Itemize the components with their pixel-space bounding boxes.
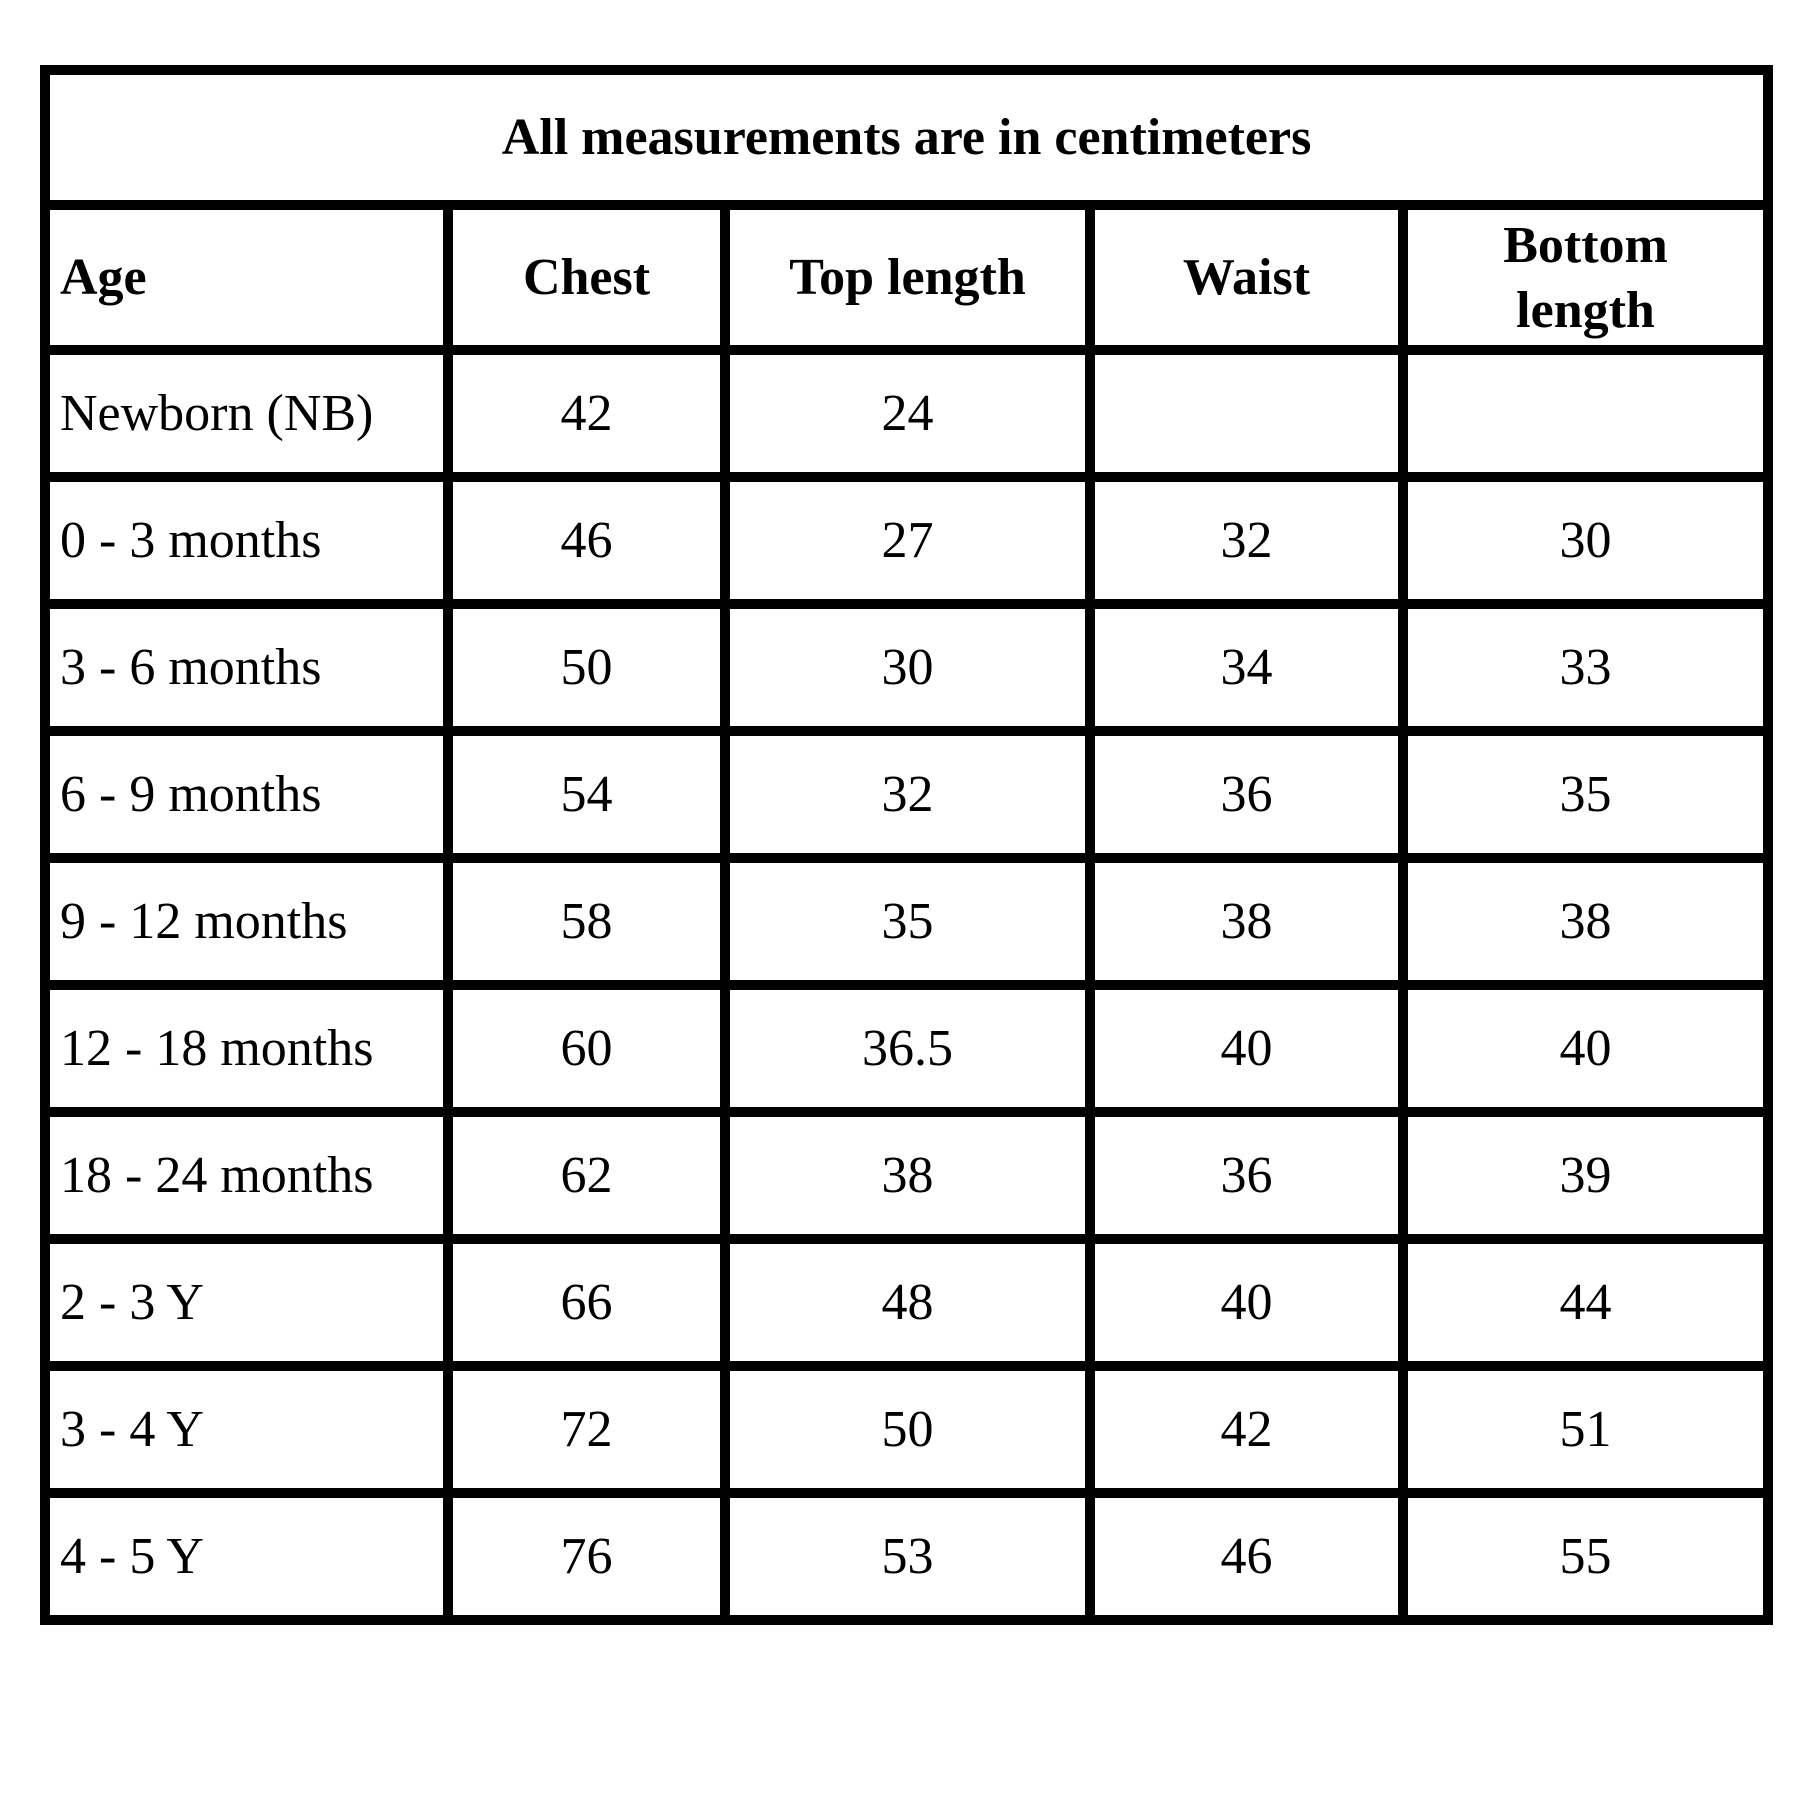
table-row-newborn: Newborn (NB) 42 24 [40, 345, 1774, 482]
bottom-length-cell: 44 [1397, 1234, 1774, 1371]
waist-cell: 36 [1085, 1107, 1408, 1244]
bottom-length-cell [1397, 345, 1774, 482]
waist-cell: 40 [1085, 980, 1408, 1117]
table-row-3-4-y: 3 - 4 Y 72 50 42 51 [40, 1361, 1774, 1498]
table-row-4-5-y: 4 - 5 Y 76 53 46 55 [40, 1488, 1774, 1625]
table-row-3-6-months: 3 - 6 months 50 30 34 33 [40, 599, 1774, 736]
column-header-bottom-length: Bottom length [1397, 200, 1774, 355]
top-length-cell: 53 [720, 1488, 1095, 1625]
table-header-row: Age Chest Top length Waist Bottom length [40, 200, 1774, 355]
column-header-top-length: Top length [720, 200, 1095, 355]
table-title-row: All measurements are in centimeters [39, 65, 1774, 210]
age-cell: 2 - 3 Y [40, 1234, 453, 1371]
bottom-length-cell: 39 [1397, 1107, 1774, 1244]
age-cell: Newborn (NB) [40, 345, 453, 482]
age-cell: 9 - 12 months [40, 853, 453, 990]
waist-cell: 42 [1085, 1361, 1408, 1498]
age-cell: 0 - 3 months [40, 472, 453, 609]
waist-cell: 34 [1085, 599, 1408, 736]
table-row-2-3-y: 2 - 3 Y 66 48 40 44 [40, 1234, 1774, 1371]
table-row-9-12-months: 9 - 12 months 58 35 38 38 [40, 853, 1774, 990]
bottom-length-cell: 38 [1397, 853, 1774, 990]
waist-cell: 38 [1085, 853, 1408, 990]
size-chart-table: All measurements are in centimeters Age … [39, 65, 1774, 1625]
top-length-cell: 38 [720, 1107, 1095, 1244]
waist-cell [1085, 345, 1408, 482]
chest-cell: 58 [443, 853, 730, 990]
top-length-cell: 27 [720, 472, 1095, 609]
table-row-6-9-months: 6 - 9 months 54 32 36 35 [40, 726, 1774, 863]
column-header-chest: Chest [443, 200, 730, 355]
bottom-length-cell: 33 [1397, 599, 1774, 736]
chest-cell: 76 [443, 1488, 730, 1625]
age-cell: 12 - 18 months [40, 980, 453, 1117]
bottom-length-cell: 30 [1397, 472, 1774, 609]
age-cell: 3 - 4 Y [40, 1361, 453, 1498]
column-header-bottom-length-label: Bottom length [1503, 216, 1668, 339]
waist-cell: 40 [1085, 1234, 1408, 1371]
table-row-18-24-months: 18 - 24 months 62 38 36 39 [40, 1107, 1774, 1244]
chest-cell: 46 [443, 472, 730, 609]
age-cell: 3 - 6 months [40, 599, 453, 736]
table-title: All measurements are in centimeters [39, 65, 1774, 210]
chest-cell: 54 [443, 726, 730, 863]
top-length-cell: 24 [720, 345, 1095, 482]
age-cell: 4 - 5 Y [40, 1488, 453, 1625]
chest-cell: 62 [443, 1107, 730, 1244]
waist-cell: 32 [1085, 472, 1408, 609]
age-cell: 6 - 9 months [40, 726, 453, 863]
bottom-length-cell: 51 [1397, 1361, 1774, 1498]
table-row-0-3-months: 0 - 3 months 46 27 32 30 [40, 472, 1774, 609]
waist-cell: 36 [1085, 726, 1408, 863]
bottom-length-cell: 35 [1397, 726, 1774, 863]
top-length-cell: 36.5 [720, 980, 1095, 1117]
column-header-age: Age [40, 200, 453, 355]
top-length-cell: 35 [720, 853, 1095, 990]
chest-cell: 72 [443, 1361, 730, 1498]
table-row-12-18-months: 12 - 18 months 60 36.5 40 40 [40, 980, 1774, 1117]
bottom-length-cell: 40 [1397, 980, 1774, 1117]
age-cell: 18 - 24 months [40, 1107, 453, 1244]
chest-cell: 60 [443, 980, 730, 1117]
top-length-cell: 30 [720, 599, 1095, 736]
top-length-cell: 32 [720, 726, 1095, 863]
bottom-length-cell: 55 [1397, 1488, 1774, 1625]
chest-cell: 66 [443, 1234, 730, 1371]
column-header-waist: Waist [1085, 200, 1408, 355]
top-length-cell: 50 [720, 1361, 1095, 1498]
waist-cell: 46 [1085, 1488, 1408, 1625]
top-length-cell: 48 [720, 1234, 1095, 1371]
chest-cell: 42 [443, 345, 730, 482]
chest-cell: 50 [443, 599, 730, 736]
